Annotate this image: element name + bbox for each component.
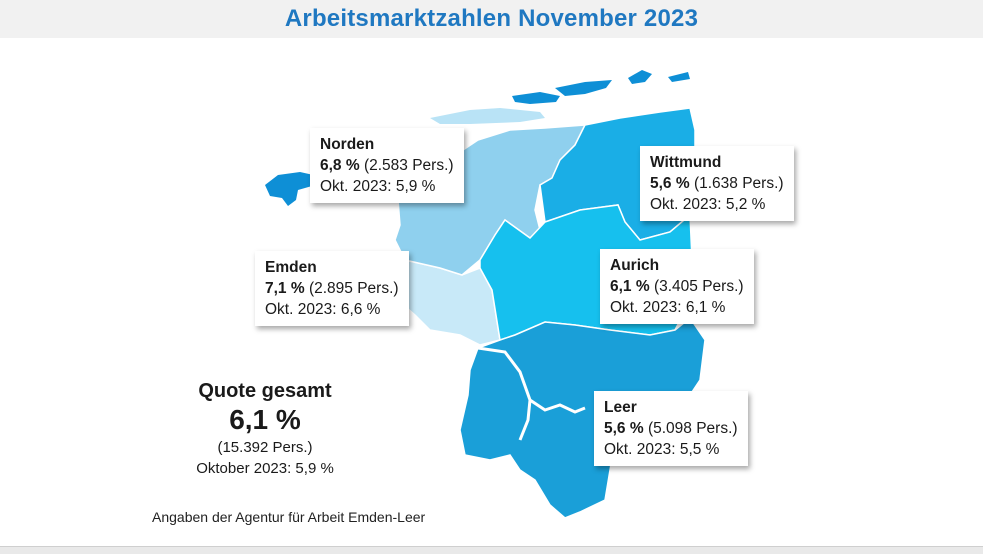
- region-persons: (1.638 Pers.): [693, 175, 784, 192]
- region-rate: 7,1 %: [265, 280, 305, 297]
- bottom-divider: [0, 546, 983, 554]
- region-name: Emden: [265, 259, 317, 276]
- island-borkum: [265, 172, 318, 206]
- total-previous: Oktober 2023: 5,9 %: [196, 460, 334, 477]
- region-name: Wittmund: [650, 154, 722, 171]
- region-previous: Okt. 2023: 6,6 %: [265, 301, 381, 318]
- region-norden: [394, 124, 587, 276]
- region-rate: 5,6 %: [604, 420, 644, 437]
- source-note: Angaben der Agentur für Arbeit Emden-Lee…: [152, 509, 426, 525]
- label-emden: Emden 7,1 % (2.895 Pers.) Okt. 2023: 6,6…: [255, 251, 409, 326]
- region-persons: (3.405 Pers.): [653, 278, 744, 295]
- label-leer: Leer 5,6 % (5.098 Pers.) Okt. 2023: 5,5 …: [594, 391, 748, 466]
- island-langeoog: [628, 70, 652, 84]
- label-norden: Norden 6,8 % (2.583 Pers.) Okt. 2023: 5,…: [310, 128, 464, 203]
- total-heading: Quote gesamt: [198, 380, 332, 402]
- region-name: Leer: [604, 399, 637, 416]
- region-persons: (5.098 Pers.): [647, 420, 738, 437]
- region-previous: Okt. 2023: 5,2 %: [650, 196, 766, 213]
- total-summary: Quote gesamt 6,1 % (15.392 Pers.) Oktobe…: [150, 380, 380, 479]
- label-wittmund: Wittmund 5,6 % (1.638 Pers.) Okt. 2023: …: [640, 146, 794, 221]
- island-spiekeroog: [668, 72, 690, 82]
- region-persons: (2.583 Pers.): [363, 157, 454, 174]
- island-norderney: [512, 92, 560, 104]
- page-title: Arbeitsmarktzahlen November 2023: [284, 5, 699, 32]
- region-previous: Okt. 2023: 5,9 %: [320, 178, 436, 195]
- region-persons: (2.895 Pers.): [308, 280, 399, 297]
- total-persons: (15.392 Pers.): [217, 439, 313, 456]
- region-name: Norden: [320, 136, 375, 153]
- region-rate: 6,1 %: [610, 278, 650, 295]
- river-ems: [477, 346, 586, 441]
- region-previous: Okt. 2023: 6,1 %: [610, 299, 726, 316]
- total-rate: 6,1 %: [229, 404, 301, 435]
- title-bar: Arbeitsmarktzahlen November 2023: [0, 0, 983, 38]
- region-rate: 5,6 %: [650, 175, 690, 192]
- region-previous: Okt. 2023: 5,5 %: [604, 441, 720, 458]
- island-baltrum: [555, 80, 612, 96]
- island-juist: [430, 108, 545, 124]
- region-rate: 6,8 %: [320, 157, 360, 174]
- region-name: Aurich: [610, 257, 660, 274]
- region-leer: [459, 316, 706, 519]
- label-aurich: Aurich 6,1 % (3.405 Pers.) Okt. 2023: 6,…: [600, 249, 754, 324]
